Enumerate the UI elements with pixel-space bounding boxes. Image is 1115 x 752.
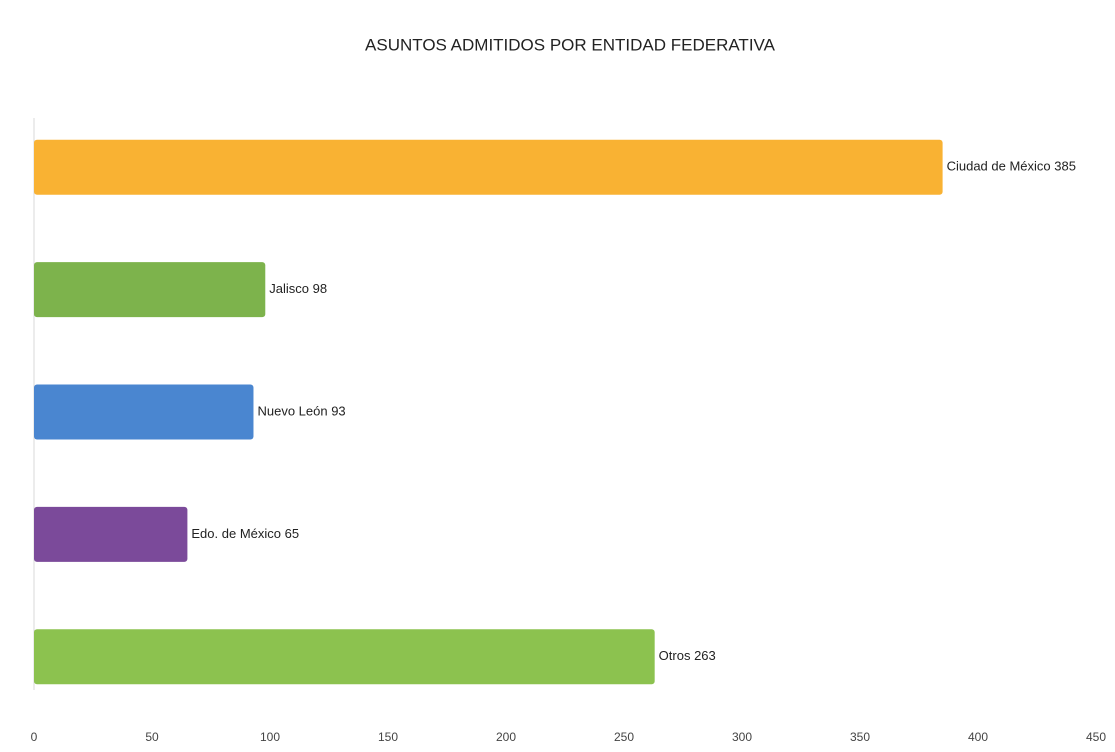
data-label: Jalisco 98 — [269, 281, 327, 296]
chart-title: ASUNTOS ADMITIDOS POR ENTIDAD FEDERATIVA — [365, 35, 776, 54]
bar — [34, 262, 266, 318]
bar — [34, 139, 943, 195]
x-tick-label: 400 — [968, 730, 988, 744]
x-tick-label: 300 — [732, 730, 752, 744]
x-tick-label: 250 — [614, 730, 634, 744]
data-label: Ciudad de México 385 — [947, 159, 1076, 174]
x-tick-label: 50 — [145, 730, 159, 744]
data-label: Edo. de México 65 — [191, 526, 299, 541]
data-label: Otros 263 — [659, 648, 716, 663]
x-tick-label: 450 — [1086, 730, 1106, 744]
bar — [34, 629, 655, 685]
x-tick-label: 350 — [850, 730, 870, 744]
bar — [34, 384, 254, 440]
x-tick-label: 0 — [31, 730, 38, 744]
x-tick-label: 100 — [260, 730, 280, 744]
x-tick-label: 150 — [378, 730, 398, 744]
bar — [34, 506, 188, 562]
data-label: Nuevo León 93 — [257, 403, 345, 418]
x-tick-label: 200 — [496, 730, 516, 744]
